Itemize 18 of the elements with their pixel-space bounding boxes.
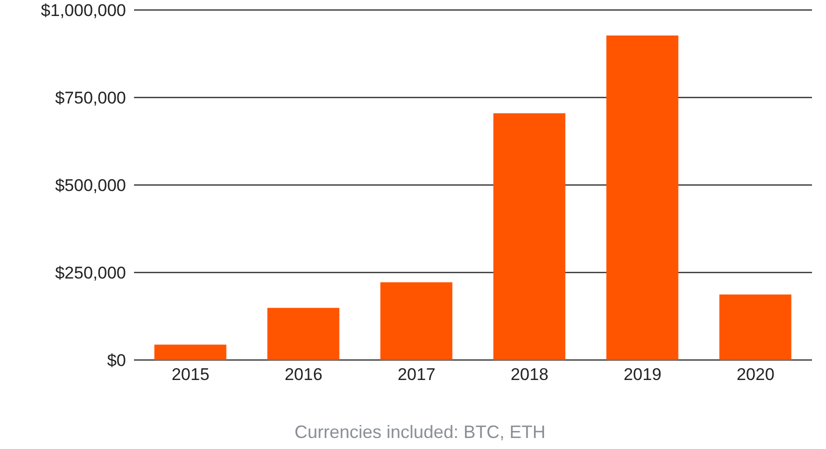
y-tick-label: $750,000 [55, 88, 126, 108]
x-tick-label: 2018 [510, 365, 548, 384]
x-tick-label: 2020 [736, 365, 774, 384]
y-tick-label: $500,000 [55, 176, 126, 196]
x-tick-label: 2017 [398, 365, 436, 384]
x-tick-label: 2016 [284, 365, 322, 384]
bar [267, 308, 340, 360]
bar [719, 294, 792, 360]
bar [493, 113, 566, 360]
x-tick-label: 2015 [172, 365, 210, 384]
bar [154, 344, 226, 360]
y-tick-label: $250,000 [55, 264, 126, 283]
bar [380, 282, 452, 360]
y-tick-label: $1,000,000 [40, 1, 126, 20]
text: Currencies included: BTC, ETH [293, 422, 547, 443]
bar [606, 36, 678, 360]
y-tick-label: $0 [107, 351, 126, 370]
x-tick-label: 2019 [624, 365, 662, 384]
